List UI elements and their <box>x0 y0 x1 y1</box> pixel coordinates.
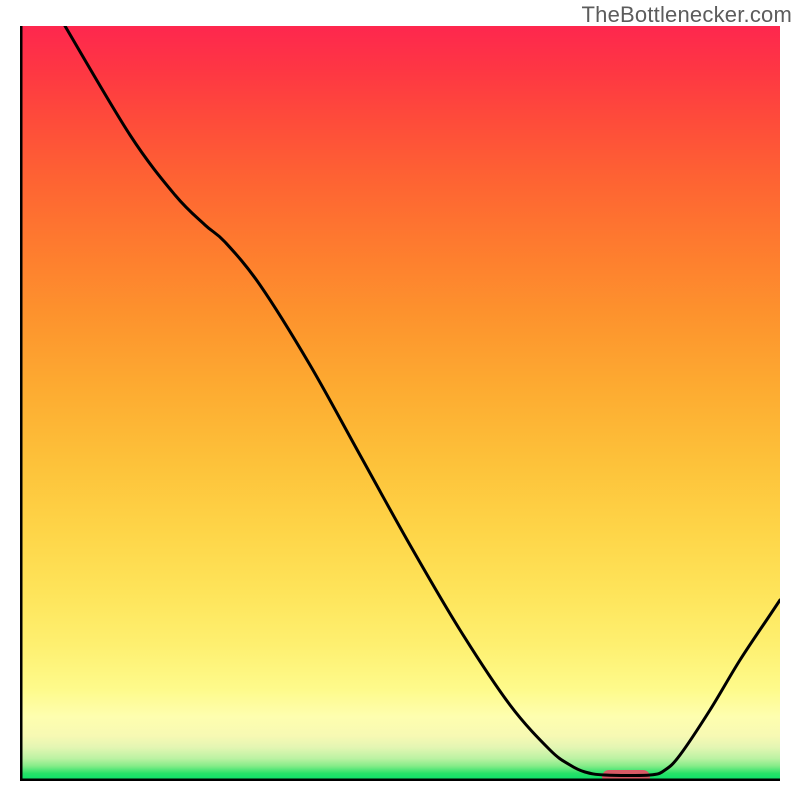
plot-area <box>20 26 780 784</box>
chart-svg <box>0 0 800 800</box>
watermark-text: TheBottlenecker.com <box>582 2 792 28</box>
chart-container: TheBottlenecker.com <box>0 0 800 800</box>
